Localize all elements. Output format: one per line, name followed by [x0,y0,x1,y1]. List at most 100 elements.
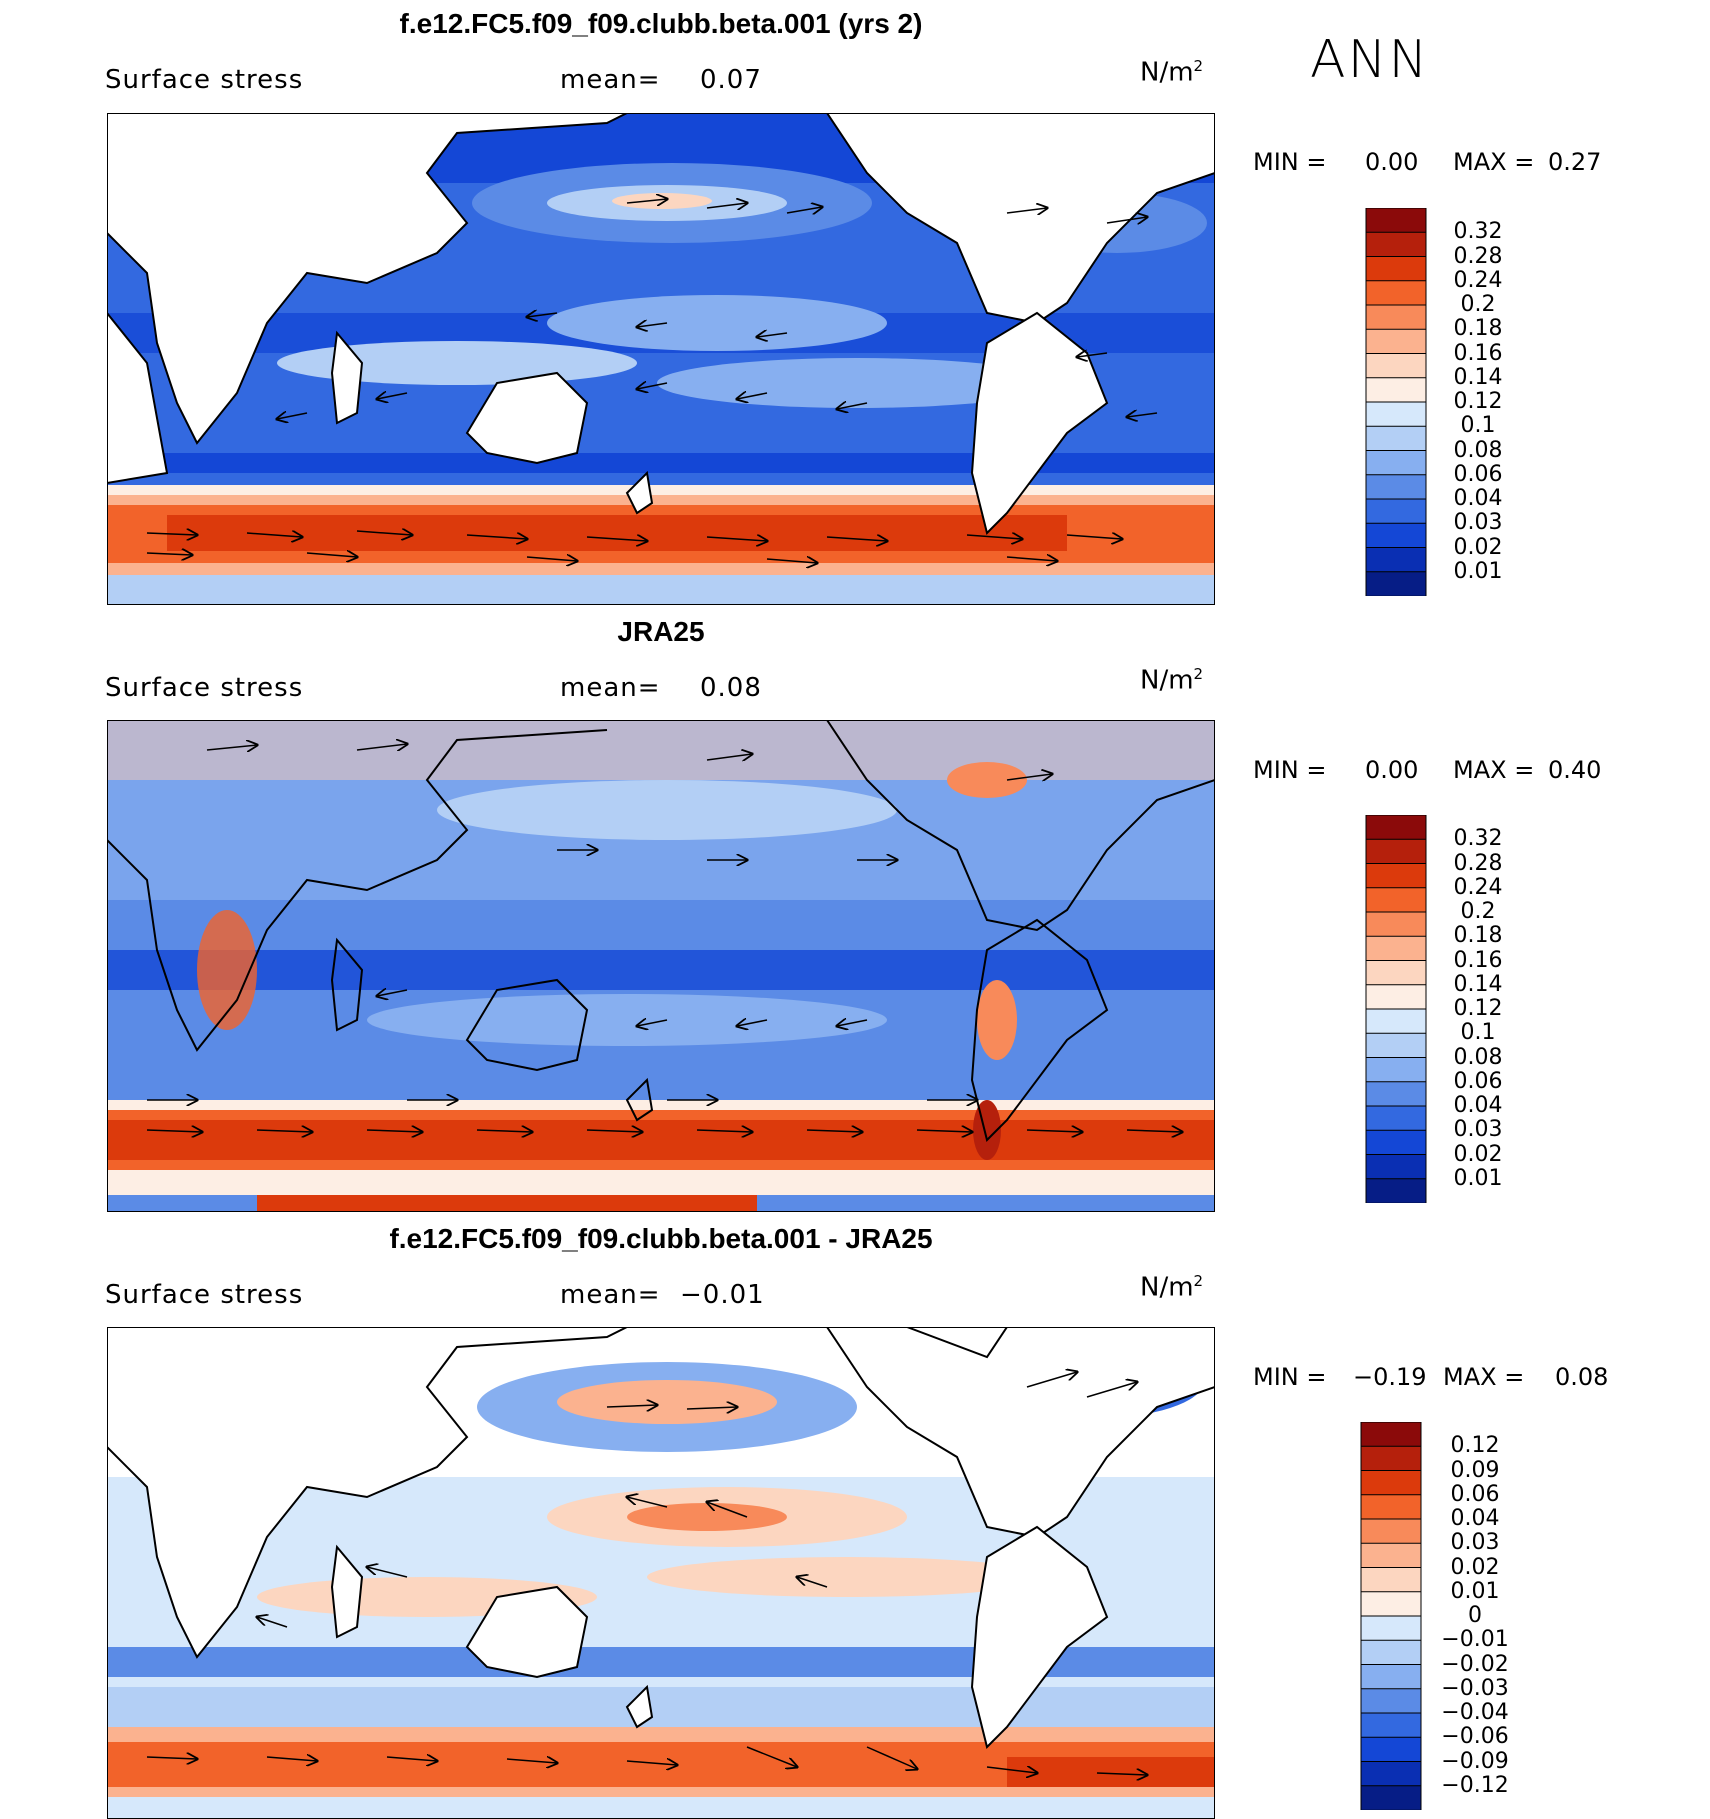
colorbar-tick-label: 0.28 [1453,243,1503,269]
colorbar-tick-label: 0.01 [1453,558,1503,584]
colorbar-tick-label: 0.08 [1453,437,1503,463]
panel-title: f.e12.FC5.f09_f09.clubb.beta.001 - JRA25 [389,1223,933,1254]
colorbar-swatch [1365,231,1427,258]
colorbar-tick-label: 0.02 [1450,1554,1500,1580]
variable-label: Surface stress [105,1280,304,1310]
colorbar-swatch [1365,498,1427,525]
colorbar-swatch [1365,960,1427,986]
colorbar-tick-label: −0.06 [1441,1724,1509,1750]
colorbar-tick-label: −0.04 [1441,1700,1509,1725]
colorbar-tick-label: 0.04 [1450,1506,1500,1531]
colorbar-tick-label: 0.08 [1453,1044,1503,1070]
colorbar-tick-label: 0.14 [1453,364,1503,390]
mean-value: 0.08 [700,673,762,703]
colorbar-swatch [1360,1761,1422,1787]
mean-value: −0.01 [680,1280,765,1310]
colorbar-swatch [1365,1178,1427,1203]
colorbar-swatch [1365,547,1427,573]
mean-value: 0.07 [700,65,762,95]
colorbar-swatch [1365,911,1427,938]
colorbar-tick-label: 0.06 [1450,1481,1500,1507]
colorbar-swatch [1365,208,1427,234]
colorbar-swatch [1365,1081,1427,1107]
colorbar-tick-label: 0.32 [1453,826,1503,852]
colorbar-tick-label: 0.03 [1453,1117,1503,1143]
colorbar-tick-label: 0.18 [1453,316,1503,342]
colorbar-swatch [1365,522,1427,549]
colorbar-tick-label: 0.24 [1453,874,1503,900]
colorbar-tick-label: 0.14 [1453,971,1503,997]
colorbar-swatch [1365,450,1427,476]
colorbar-swatch [1365,377,1427,403]
colorbar-tick-label: −0.01 [1441,1627,1509,1653]
variable-label: Surface stress [105,65,304,95]
units-label: N/m2 [1140,1272,1204,1303]
map-difference [107,1327,1215,1819]
colorbar-tick-label: 0.12 [1450,1433,1500,1459]
mean-label: mean= [560,1280,661,1310]
colorbar-swatch [1365,838,1427,865]
colorbar-swatch [1360,1591,1422,1617]
colorbar-tick-label: 0.2 [1460,292,1496,317]
vector-arrows [146,199,1158,563]
colorbar-swatch [1360,1445,1422,1472]
colorbar-tick-label: −0.03 [1441,1675,1509,1701]
colorbar-tick-label: −0.09 [1441,1748,1509,1774]
season-label: ANN [1310,30,1430,90]
panel-title: JRA25 [617,616,705,647]
colorbar-swatch [1365,353,1427,379]
colorbar-swatch [1365,935,1427,962]
colorbar-swatch [1360,1688,1422,1714]
vector-arrows [146,744,1182,1132]
colorbar-obs [1365,815,1427,1203]
colorbar-swatch [1360,1639,1422,1666]
colorbar-tick-label: 0.12 [1453,389,1503,414]
colorbar-tick-label: 0.1 [1460,413,1496,439]
colorbar-swatch [1365,256,1427,282]
colorbar-tick-label: 0.1 [1460,1020,1496,1046]
colorbar-swatch [1360,1712,1422,1739]
map-model [107,113,1215,605]
colorbar-swatch [1365,1032,1427,1059]
colorbar-swatch [1360,1785,1422,1810]
colorbar-swatch [1365,401,1427,428]
colorbar-swatch [1360,1736,1422,1763]
colorbar-tick-label: −0.12 [1441,1772,1509,1798]
panel-title: f.e12.FC5.f09_f09.clubb.beta.001 (yrs 2) [399,8,923,39]
colorbar-swatch [1365,280,1427,306]
colorbar-swatch [1365,425,1427,452]
colorbar-tick-label: −0.02 [1441,1651,1509,1677]
colorbar-tick-label: 0.04 [1453,486,1503,511]
colorbar-tick-label: 0.32 [1453,219,1503,245]
colorbar-tick-label: 0.24 [1453,267,1503,293]
mean-label: mean= [560,65,661,95]
colorbar-swatch [1365,887,1427,913]
colorbar-swatch [1365,1105,1427,1132]
colorbar-swatch [1365,1129,1427,1156]
colorbar-tick-label: 0.06 [1453,461,1503,487]
colorbar-swatch [1365,984,1427,1010]
colorbar-swatch [1365,1057,1427,1083]
colorbar-swatch [1360,1664,1422,1690]
colorbar-tick-label: 0.12 [1453,996,1503,1021]
colorbar-tick-label: 0.28 [1453,850,1503,876]
units-label: N/m2 [1140,665,1204,696]
colorbar-swatch [1360,1542,1422,1569]
colorbar-tick-label: 0 [1468,1603,1482,1628]
colorbar-swatch [1360,1470,1422,1496]
colorbar-swatch [1365,1154,1427,1180]
colorbar-tick-label: 0.03 [1453,510,1503,536]
mean-label: mean= [560,673,661,703]
colorbar-swatch [1360,1494,1422,1520]
colorbar-difference [1360,1422,1422,1810]
colorbar-swatch [1365,815,1427,841]
colorbar-tick-label: 0.03 [1450,1530,1500,1556]
colorbar-swatch [1360,1518,1422,1545]
colorbar-swatch [1365,328,1427,355]
colorbar-swatch [1360,1615,1422,1642]
map-obs [107,720,1215,1212]
colorbar-tick-label: 0.02 [1453,1141,1503,1167]
colorbar-tick-label: 0.06 [1453,1068,1503,1094]
colorbar-tick-label: 0.16 [1453,947,1503,973]
colorbar-tick-label: 0.16 [1453,340,1503,366]
